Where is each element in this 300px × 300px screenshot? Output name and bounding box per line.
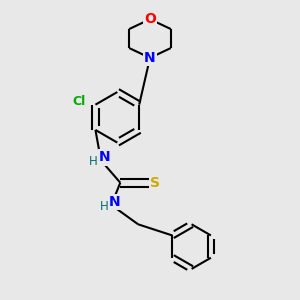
Text: H: H xyxy=(100,200,108,213)
Text: S: S xyxy=(150,176,160,190)
Text: H: H xyxy=(89,155,98,168)
Text: N: N xyxy=(99,150,110,164)
Text: O: O xyxy=(144,12,156,26)
Text: Cl: Cl xyxy=(73,95,86,108)
Text: N: N xyxy=(144,51,156,65)
Text: N: N xyxy=(109,195,121,209)
